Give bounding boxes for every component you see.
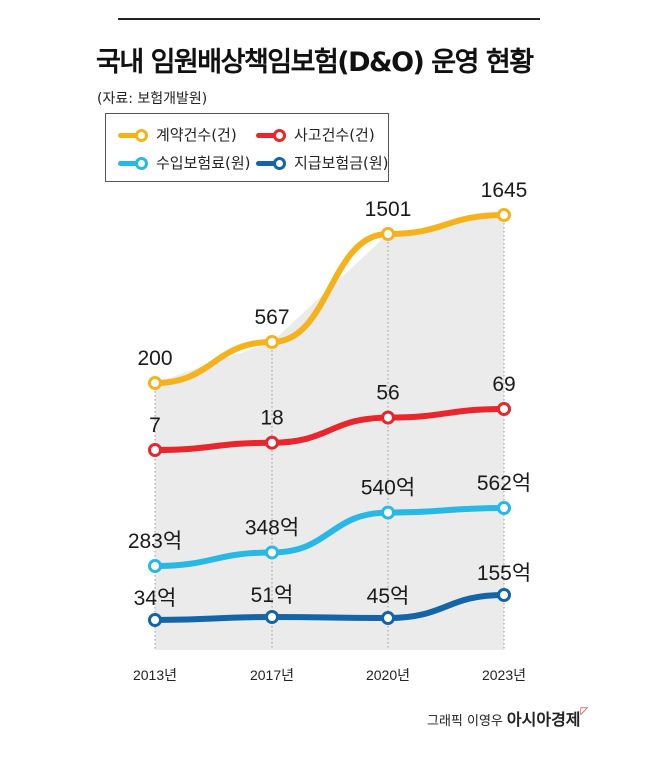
legend-item-premiums: 수입보험료(원) bbox=[118, 152, 251, 173]
data-point bbox=[265, 435, 279, 450]
x-tick-label: 2020년 bbox=[366, 667, 410, 683]
data-point bbox=[265, 545, 279, 560]
data-point bbox=[148, 443, 162, 457]
data-label: 56 bbox=[376, 382, 399, 405]
series-line-3 bbox=[152, 592, 507, 623]
data-point bbox=[265, 335, 279, 349]
data-point bbox=[148, 376, 162, 390]
top-rule bbox=[118, 18, 540, 20]
series-line-0 bbox=[152, 212, 507, 386]
x-tick-label: 2013년 bbox=[133, 667, 177, 683]
legend-label: 수입보험료(원) bbox=[156, 154, 251, 172]
legend-swatch bbox=[256, 156, 286, 170]
data-label: 348억 bbox=[245, 516, 299, 539]
data-point bbox=[497, 402, 511, 416]
legend: 계약건수(건) 사고건수(건) 수입보험료(원) 지급보험금(원) bbox=[105, 113, 389, 182]
data-point bbox=[497, 588, 511, 602]
data-point bbox=[381, 611, 395, 626]
chart-title: 국내 임원배상책임보험(D&O) 운영 현황 bbox=[96, 47, 534, 78]
data-label: 283억 bbox=[128, 530, 182, 553]
legend-item-claims: 지급보험금(원) bbox=[256, 152, 389, 173]
data-label: 567 bbox=[254, 306, 289, 329]
legend-swatch bbox=[118, 156, 148, 170]
data-point bbox=[381, 505, 395, 520]
series-line-1 bbox=[152, 406, 507, 453]
data-point bbox=[381, 227, 395, 241]
legend-swatch bbox=[118, 128, 148, 142]
data-label: 69 bbox=[492, 373, 515, 396]
chart-source: (자료: 보험개발원) bbox=[97, 91, 208, 107]
legend-swatch bbox=[256, 128, 286, 142]
data-label: 540억 bbox=[361, 477, 415, 500]
data-label: 200 bbox=[137, 347, 172, 370]
data-label: 18 bbox=[260, 407, 283, 430]
data-label: 155억 bbox=[477, 562, 531, 585]
data-label: 1645 bbox=[481, 179, 528, 202]
data-label: 7 bbox=[149, 414, 161, 437]
footer-credit: 그래픽 이영우 아시아경제◸ bbox=[427, 706, 589, 729]
brand-logo: 아시아경제 bbox=[506, 710, 581, 729]
legend-item-accidents: 사고건수(건) bbox=[256, 124, 375, 145]
x-tick-label: 2023년 bbox=[482, 667, 526, 683]
x-tick-label: 2017년 bbox=[250, 667, 294, 683]
data-label: 1501 bbox=[365, 198, 412, 221]
data-point bbox=[148, 613, 162, 627]
series-line-2 bbox=[152, 505, 507, 569]
legend-label: 사고건수(건) bbox=[294, 126, 375, 144]
data-label: 34억 bbox=[134, 587, 177, 610]
data-point bbox=[148, 559, 162, 573]
data-label: 562억 bbox=[477, 472, 531, 495]
credit-text: 그래픽 이영우 bbox=[427, 714, 503, 729]
data-point bbox=[265, 610, 279, 624]
data-label: 51억 bbox=[251, 584, 294, 607]
legend-label: 지급보험금(원) bbox=[294, 154, 389, 172]
data-label: 45억 bbox=[367, 585, 410, 608]
data-point bbox=[381, 410, 395, 425]
data-point bbox=[497, 501, 511, 515]
legend-item-contracts: 계약건수(건) bbox=[118, 124, 237, 145]
data-point bbox=[497, 208, 511, 222]
legend-label: 계약건수(건) bbox=[156, 126, 237, 144]
